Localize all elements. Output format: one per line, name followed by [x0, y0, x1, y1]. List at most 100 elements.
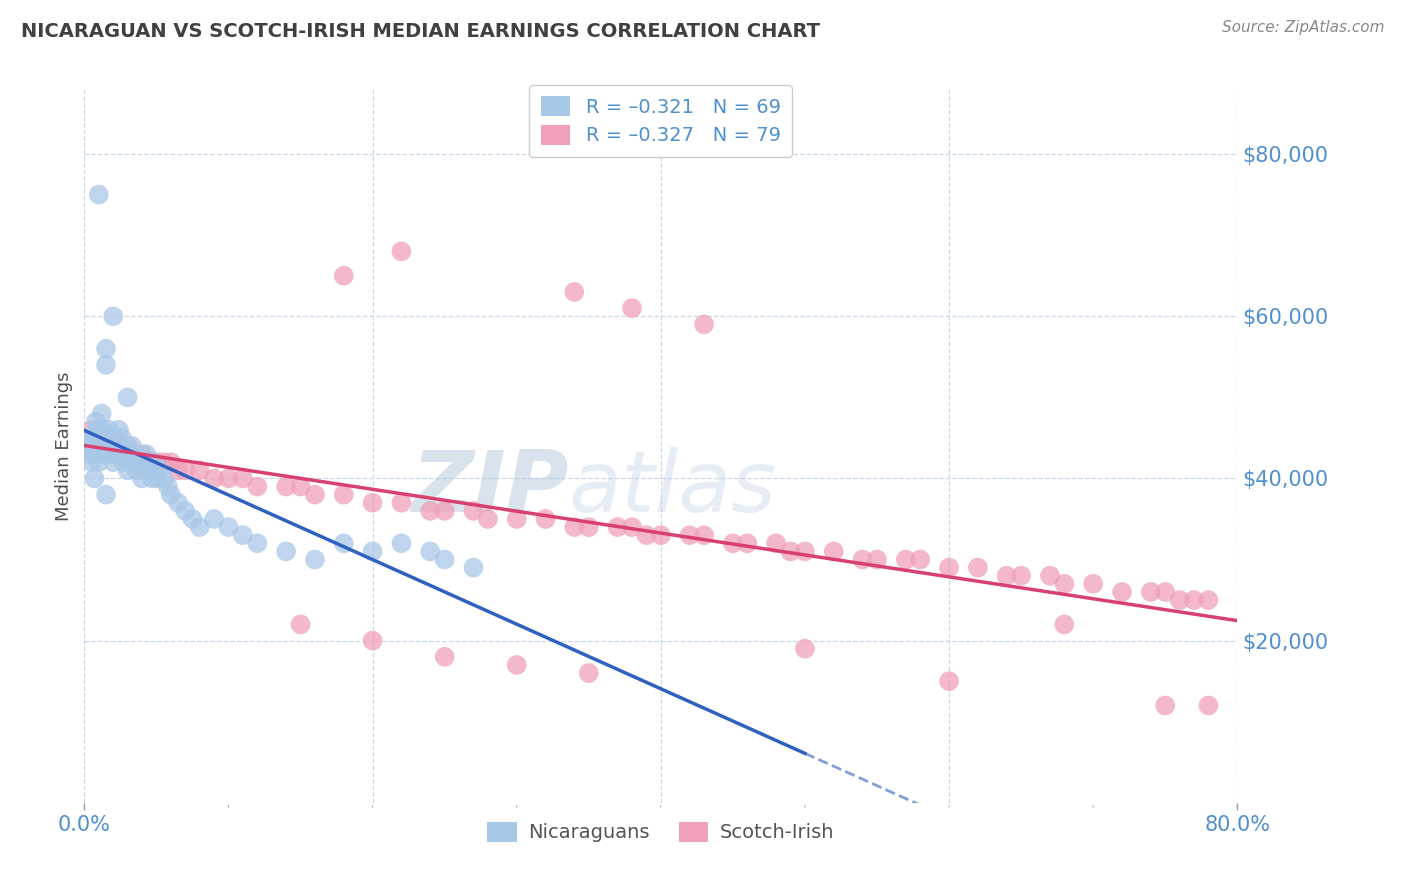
- Point: [866, 552, 889, 566]
- Point: [218, 471, 240, 485]
- Point: [391, 496, 413, 510]
- Point: [578, 666, 600, 681]
- Point: [148, 463, 170, 477]
- Point: [145, 455, 167, 469]
- Point: [419, 544, 441, 558]
- Point: [304, 552, 326, 566]
- Point: [1083, 577, 1105, 591]
- Point: [779, 544, 801, 558]
- Point: [82, 434, 104, 449]
- Point: [1010, 568, 1032, 582]
- Point: [737, 536, 759, 550]
- Point: [87, 431, 110, 445]
- Text: NICARAGUAN VS SCOTCH-IRISH MEDIAN EARNINGS CORRELATION CHART: NICARAGUAN VS SCOTCH-IRISH MEDIAN EARNIN…: [21, 22, 820, 41]
- Point: [124, 447, 146, 461]
- Point: [333, 488, 356, 502]
- Point: [86, 423, 108, 437]
- Point: [124, 447, 146, 461]
- Point: [174, 463, 197, 477]
- Point: [852, 552, 875, 566]
- Point: [794, 544, 817, 558]
- Point: [290, 617, 312, 632]
- Point: [578, 520, 600, 534]
- Point: [94, 358, 117, 372]
- Text: atlas: atlas: [568, 447, 776, 531]
- Point: [276, 544, 298, 558]
- Point: [105, 439, 128, 453]
- Point: [94, 431, 117, 445]
- Point: [1111, 585, 1133, 599]
- Point: [1154, 698, 1177, 713]
- Point: [910, 552, 932, 566]
- Point: [650, 528, 672, 542]
- Point: [463, 504, 485, 518]
- Point: [564, 285, 586, 299]
- Point: [721, 536, 744, 550]
- Point: [94, 342, 117, 356]
- Point: [138, 463, 160, 477]
- Point: [103, 455, 124, 469]
- Point: [125, 463, 148, 477]
- Point: [131, 447, 153, 461]
- Point: [606, 520, 628, 534]
- Point: [107, 447, 129, 461]
- Point: [333, 536, 356, 550]
- Point: [361, 544, 384, 558]
- Point: [98, 431, 121, 445]
- Point: [202, 471, 225, 485]
- Text: Source: ZipAtlas.com: Source: ZipAtlas.com: [1222, 20, 1385, 35]
- Point: [1154, 585, 1177, 599]
- Point: [1039, 568, 1062, 582]
- Y-axis label: Median Earnings: Median Earnings: [55, 371, 73, 521]
- Point: [506, 657, 529, 672]
- Point: [83, 471, 105, 485]
- Point: [765, 536, 787, 550]
- Point: [138, 455, 160, 469]
- Point: [693, 528, 716, 542]
- Point: [79, 439, 101, 453]
- Point: [333, 268, 356, 283]
- Point: [121, 439, 143, 453]
- Point: [118, 447, 141, 461]
- Point: [1053, 577, 1076, 591]
- Point: [110, 439, 132, 453]
- Point: [103, 439, 124, 453]
- Point: [152, 471, 174, 485]
- Point: [894, 552, 917, 566]
- Point: [156, 479, 179, 493]
- Point: [117, 390, 139, 404]
- Point: [1053, 617, 1076, 632]
- Point: [91, 423, 114, 437]
- Point: [111, 431, 134, 445]
- Point: [564, 520, 586, 534]
- Point: [218, 520, 240, 534]
- Point: [995, 568, 1018, 582]
- Point: [131, 471, 153, 485]
- Point: [80, 455, 103, 469]
- Point: [1168, 593, 1191, 607]
- Point: [188, 463, 211, 477]
- Point: [97, 423, 120, 437]
- Point: [134, 463, 156, 477]
- Point: [104, 431, 127, 445]
- Point: [433, 552, 456, 566]
- Point: [103, 310, 124, 324]
- Point: [823, 544, 845, 558]
- Point: [232, 471, 254, 485]
- Point: [636, 528, 658, 542]
- Point: [103, 439, 124, 453]
- Point: [290, 479, 312, 493]
- Point: [304, 488, 326, 502]
- Point: [117, 447, 139, 461]
- Point: [90, 407, 112, 421]
- Point: [361, 496, 384, 510]
- Point: [89, 439, 111, 453]
- Point: [1198, 698, 1220, 713]
- Point: [202, 512, 225, 526]
- Point: [114, 439, 136, 453]
- Legend: Nicaraguans, Scotch-Irish: Nicaraguans, Scotch-Irish: [479, 814, 842, 850]
- Point: [77, 447, 100, 461]
- Point: [693, 318, 716, 332]
- Point: [188, 520, 211, 534]
- Point: [94, 488, 117, 502]
